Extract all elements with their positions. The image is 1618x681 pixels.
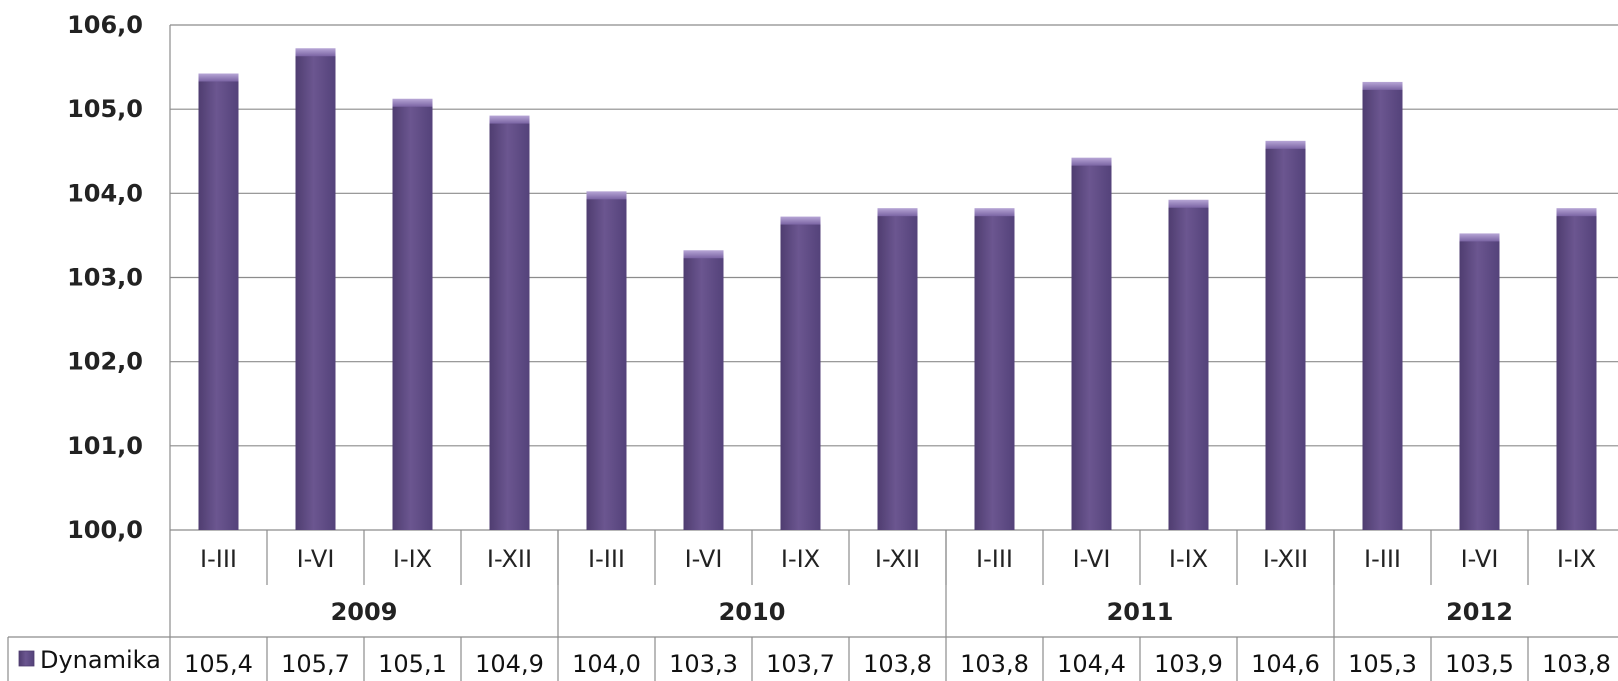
y-axis-ticks: 100,0 101,0 102,0 103,0 104,0 105,0 106,0: [67, 11, 143, 544]
bar-cap: [683, 250, 724, 259]
x-tick-label: I-III: [976, 545, 1013, 573]
bar-cap: [1362, 81, 1403, 90]
bar: [1265, 140, 1306, 531]
bar-cap: [392, 98, 433, 107]
x-tick-label: I-III: [200, 545, 237, 573]
bar-cap: [295, 48, 336, 57]
x-tick-label: I-IX: [781, 545, 820, 573]
bar-cap: [586, 191, 627, 200]
bar-body: [1071, 159, 1112, 530]
bar: [1168, 199, 1209, 530]
data-value-label: 105,3: [1348, 650, 1417, 678]
y-tick-label: 103,0: [67, 264, 143, 292]
bar: [295, 48, 336, 530]
bar: [1362, 81, 1403, 531]
bar: [877, 208, 918, 530]
bar: [198, 73, 239, 530]
bar-body: [295, 50, 336, 530]
x-tick-label: I-IX: [1169, 545, 1208, 573]
bar-cap: [877, 208, 918, 217]
bars: [198, 48, 1597, 531]
bar-cap: [1168, 199, 1209, 208]
y-tick-label: 106,0: [67, 11, 143, 39]
group-label: 2009: [331, 598, 398, 626]
x-tick-label: I-VI: [297, 545, 335, 573]
bar-body: [392, 100, 433, 530]
data-value-label: 103,8: [1542, 650, 1611, 678]
data-value-label: 105,7: [281, 650, 350, 678]
bar-body: [586, 193, 627, 531]
bar-cap: [489, 115, 530, 124]
y-tick-label: 100,0: [67, 516, 143, 544]
bar: [586, 191, 627, 531]
bar: [683, 250, 724, 530]
bar-body: [489, 117, 530, 530]
bar-body: [780, 218, 821, 531]
bar-cap: [1071, 157, 1112, 166]
bar-cap: [1459, 233, 1500, 242]
bar: [392, 98, 433, 530]
bar-cap: [780, 216, 821, 225]
bar: [1459, 233, 1500, 530]
x-tick-label: I-IX: [1557, 545, 1596, 573]
data-value-label: 103,9: [1154, 650, 1223, 678]
y-tick-label: 105,0: [67, 95, 143, 123]
data-value-label: 104,9: [475, 650, 544, 678]
group-label: 2011: [1107, 598, 1174, 626]
bar-body: [877, 210, 918, 530]
data-value-label: 103,5: [1445, 650, 1514, 678]
y-tick-label: 102,0: [67, 348, 143, 376]
x-tick-label: I-XII: [487, 545, 532, 573]
bar: [1071, 157, 1112, 530]
bar-body: [974, 210, 1015, 530]
data-value-label: 103,3: [669, 650, 738, 678]
y-tick-label: 101,0: [67, 432, 143, 460]
x-tick-label: I-VI: [1073, 545, 1111, 573]
bar: [974, 208, 1015, 530]
x-tick-label: I-IX: [393, 545, 432, 573]
x-tick-label: I-VI: [1461, 545, 1499, 573]
x-tick-label: I-XII: [875, 545, 920, 573]
bar-body: [683, 252, 724, 530]
x-tick-label: I-III: [1364, 545, 1401, 573]
bar-body: [1168, 201, 1209, 530]
x-tick-label: I-III: [588, 545, 625, 573]
data-value-label: 103,7: [766, 650, 835, 678]
x-tick-label: I-XII: [1263, 545, 1308, 573]
bar-cap: [198, 73, 239, 82]
data-value-label: 105,1: [378, 650, 447, 678]
bar-body: [1265, 142, 1306, 531]
bar-body: [1362, 83, 1403, 531]
y-tick-label: 104,0: [67, 179, 143, 207]
bar-cap: [1265, 140, 1306, 149]
bar: [1556, 208, 1597, 530]
bar-cap: [1556, 208, 1597, 217]
data-value-label: 105,4: [184, 650, 253, 678]
bar-body: [1459, 235, 1500, 530]
data-value-label: 103,8: [863, 650, 932, 678]
data-value-label: 104,0: [572, 650, 641, 678]
bar: [780, 216, 821, 531]
bar-body: [1556, 210, 1597, 530]
group-label: 2010: [719, 598, 786, 626]
data-value-label: 104,4: [1057, 650, 1126, 678]
bar-cap: [974, 208, 1015, 217]
x-tick-label: I-VI: [685, 545, 723, 573]
group-label: 2012: [1446, 598, 1513, 626]
data-value-label: 104,6: [1251, 650, 1320, 678]
legend-key: [18, 650, 35, 667]
data-table: I-III I-VI I-IX I-XII I-III I-VI I-IX I-XII I-II…: [7, 530, 1618, 681]
bar: [489, 115, 530, 530]
bar-body: [198, 75, 239, 530]
legend-label: Dynamika: [40, 646, 161, 674]
data-value-label: 103,8: [960, 650, 1029, 678]
